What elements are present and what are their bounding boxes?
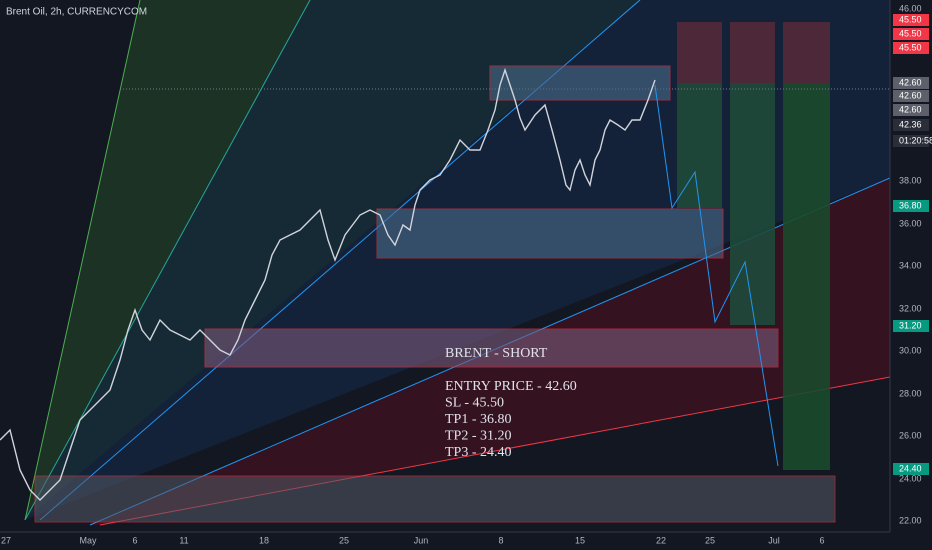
price-label: 45.50 <box>899 28 922 38</box>
price-label: 31.20 <box>899 320 922 330</box>
price-label: 34.00 <box>899 260 922 270</box>
zone <box>376 208 724 259</box>
price-series <box>0 67 656 501</box>
time-label: Jul <box>768 535 780 545</box>
stop-zone <box>783 22 830 83</box>
price-label: 45.50 <box>899 14 922 24</box>
fan-blue <box>25 0 890 520</box>
price-label: 22.00 <box>899 515 922 525</box>
time-label: 6 <box>819 535 824 545</box>
fan-line <box>24 0 311 521</box>
price-label: 42.60 <box>899 77 922 87</box>
fan-line <box>24 0 141 521</box>
time-label: 22 <box>656 535 666 545</box>
price-label: 38.00 <box>899 175 922 185</box>
price-label: 30.00 <box>899 345 922 355</box>
zone <box>489 65 671 101</box>
annotation-line: TP2 - 31.20 <box>445 429 512 444</box>
time-label: 25 <box>705 535 715 545</box>
price-label: 42.60 <box>899 90 922 100</box>
stop-zone <box>730 22 775 83</box>
annotation-title: BRENT - SHORT <box>445 346 548 361</box>
profit-zone <box>677 83 722 208</box>
time-label: 6 <box>132 535 137 545</box>
profit-zone <box>783 83 830 470</box>
price-label: 32.00 <box>899 303 922 313</box>
price-label-bg <box>893 90 929 102</box>
zone <box>34 475 836 523</box>
time-label: 25 <box>339 535 349 545</box>
price-label: 42.36 <box>899 119 922 129</box>
zone <box>204 328 779 368</box>
chart-title: Brent Oil, 2h, CURRENCYCOM <box>6 7 147 18</box>
price-label-bg <box>893 463 929 475</box>
price-label: 36.00 <box>899 218 922 228</box>
price-label-bg <box>893 28 929 40</box>
time-label: 18 <box>259 535 269 545</box>
time-label: 27 <box>1 535 11 545</box>
time-label: 11 <box>179 535 188 545</box>
price-label-bg <box>893 200 929 212</box>
price-label-bg <box>893 77 929 89</box>
projection-arrow <box>654 84 779 467</box>
annotation-line: SL - 45.50 <box>445 396 504 411</box>
targets <box>677 22 830 470</box>
price-label: 45.50 <box>899 42 922 52</box>
price-label-bg <box>893 104 929 116</box>
annotation-line: TP1 - 36.80 <box>445 412 512 427</box>
price-label-bg <box>893 14 929 26</box>
price-label: 42.60 <box>899 104 922 114</box>
annotation-line: ENTRY PRICE - 42.60 <box>445 379 577 394</box>
stop-zone <box>677 22 722 83</box>
time-label: Jun <box>414 535 429 545</box>
price-label-bg <box>893 135 929 147</box>
price-label: 24.00 <box>899 473 922 483</box>
price-label: 24.40 <box>899 463 922 473</box>
price-label: 46.00 <box>899 3 922 13</box>
time-label: May <box>79 535 97 545</box>
price-label: 01:20:58 <box>899 135 932 145</box>
time-label: 15 <box>575 535 585 545</box>
annotation-line: TP3 - 24.40 <box>445 445 512 460</box>
price-label-bg <box>893 320 929 332</box>
price-label: 28.00 <box>899 388 922 398</box>
price-label-bg <box>893 119 929 131</box>
price-label: 36.80 <box>899 200 922 210</box>
time-label: 8 <box>498 535 503 545</box>
profit-zone <box>730 83 775 325</box>
price-label: 26.00 <box>899 430 922 440</box>
price-label-bg <box>893 42 929 54</box>
